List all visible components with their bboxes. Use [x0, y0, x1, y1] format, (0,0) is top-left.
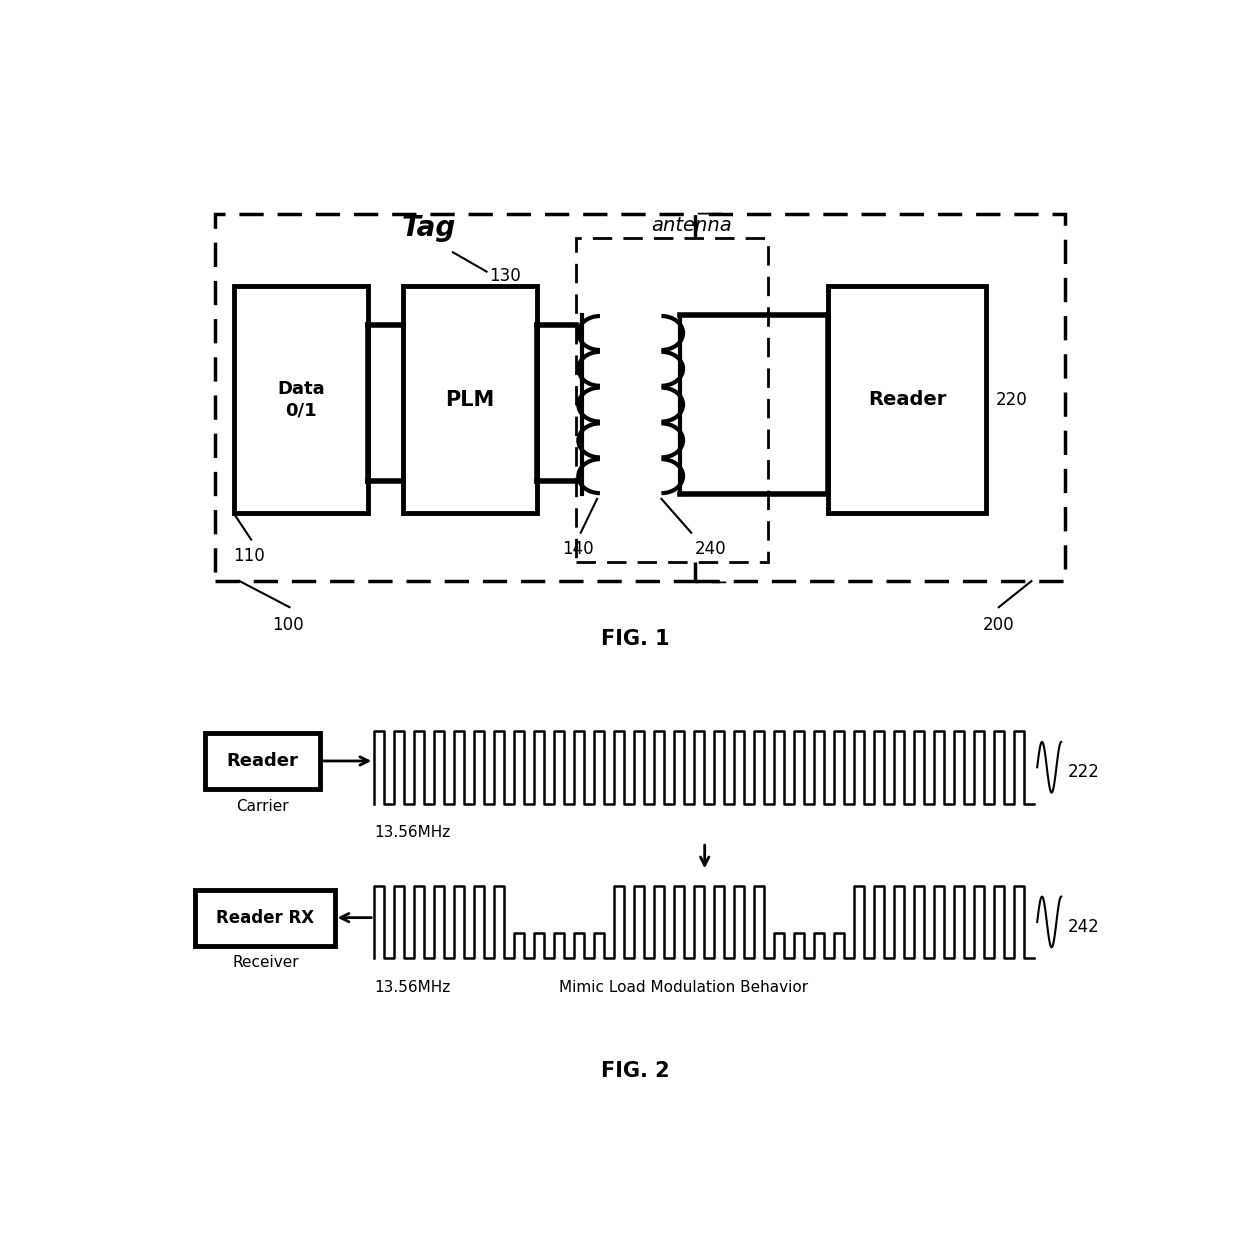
- Bar: [575, 237, 768, 561]
- Text: 200: 200: [983, 615, 1014, 634]
- Bar: [196, 889, 335, 946]
- Text: FIG. 1: FIG. 1: [601, 629, 670, 649]
- Bar: [215, 214, 724, 582]
- Text: Reader RX: Reader RX: [216, 908, 314, 927]
- Text: 100: 100: [272, 615, 304, 634]
- Text: PLM: PLM: [445, 389, 495, 409]
- Text: 130: 130: [490, 268, 521, 285]
- Bar: [828, 286, 986, 514]
- Bar: [205, 734, 320, 789]
- Text: antenna: antenna: [651, 216, 732, 235]
- Text: Data
0/1: Data 0/1: [278, 381, 325, 420]
- Text: 110: 110: [233, 548, 265, 565]
- Text: Carrier: Carrier: [237, 799, 289, 814]
- Text: 222: 222: [1068, 764, 1100, 781]
- Text: 140: 140: [562, 540, 594, 559]
- Text: Receiver: Receiver: [232, 956, 299, 971]
- Text: 13.56MHz: 13.56MHz: [374, 825, 450, 840]
- Text: 242: 242: [1068, 918, 1100, 936]
- Text: 240: 240: [696, 540, 727, 559]
- Text: Mimic Load Modulation Behavior: Mimic Load Modulation Behavior: [558, 980, 807, 995]
- Text: Reader: Reader: [227, 752, 299, 770]
- Text: 220: 220: [996, 391, 1028, 409]
- Text: 13.56MHz: 13.56MHz: [374, 980, 450, 995]
- Text: FIG. 2: FIG. 2: [601, 1061, 670, 1081]
- Bar: [234, 286, 368, 514]
- Bar: [403, 286, 537, 514]
- Bar: [696, 214, 1065, 582]
- Text: Reader: Reader: [868, 391, 946, 409]
- Text: Tag: Tag: [402, 214, 456, 242]
